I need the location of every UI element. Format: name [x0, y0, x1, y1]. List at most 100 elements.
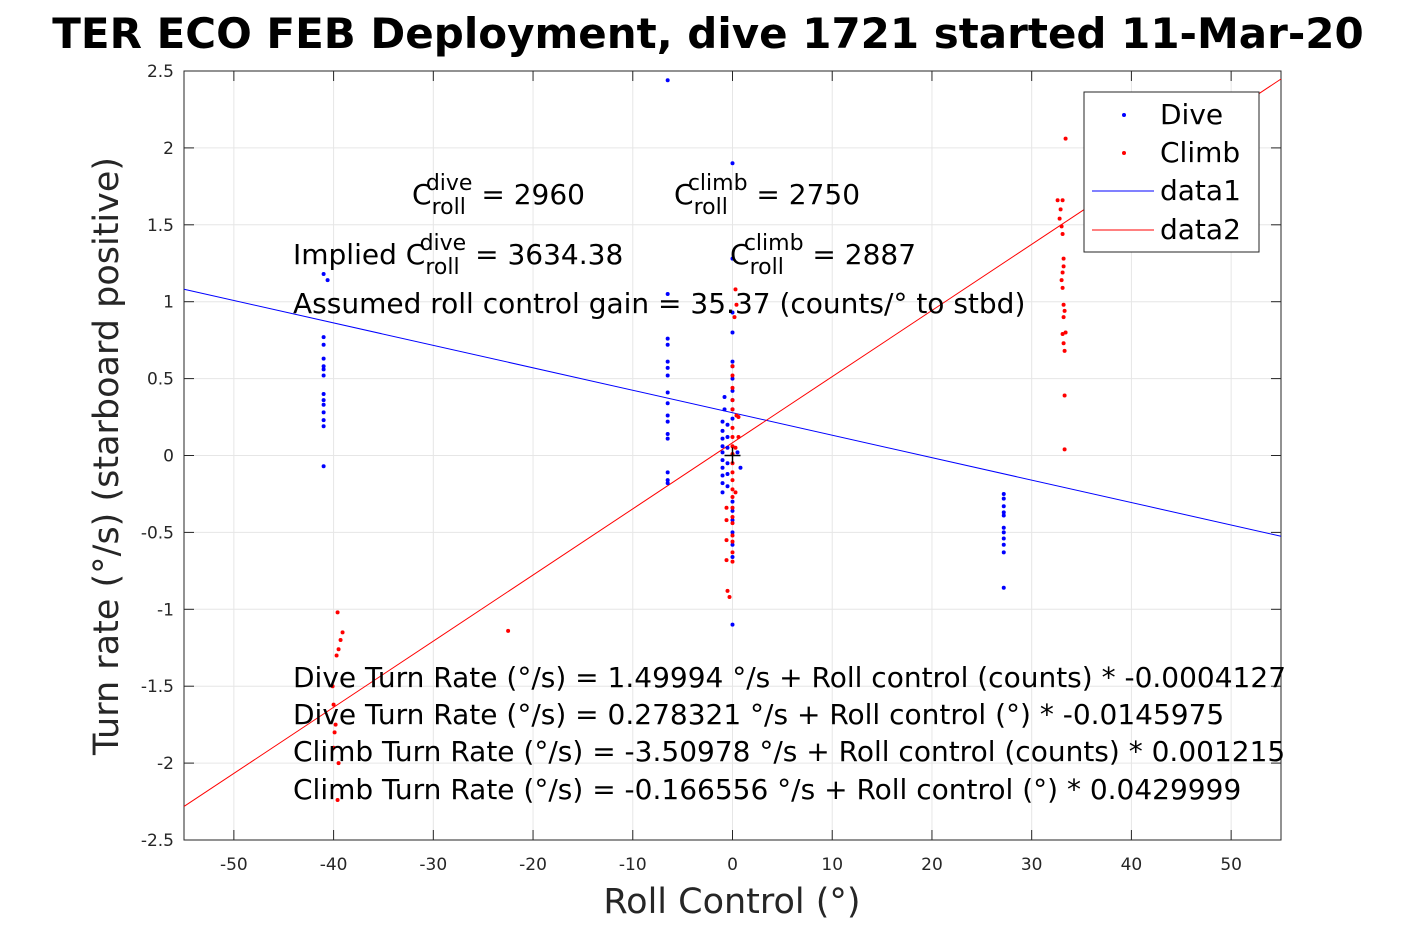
dive-point: [730, 416, 735, 421]
legend-climb-marker: [1122, 151, 1126, 155]
climb-point: [732, 315, 737, 320]
dive-point: [1001, 542, 1006, 547]
climb-point: [1060, 198, 1065, 203]
x-tick-label: 20: [921, 855, 943, 875]
dive-point: [321, 364, 326, 369]
y-tick-label: 0.5: [147, 370, 174, 390]
climb-point: [1061, 302, 1066, 307]
legend-dive-marker: [1122, 113, 1126, 117]
dive-point: [665, 78, 670, 83]
dive-point: [725, 445, 730, 450]
fit-equation-2: Dive Turn Rate (°/s) = 0.278321 °/s + Ro…: [293, 698, 1224, 731]
climb-point: [331, 702, 336, 707]
fit-equations: Dive Turn Rate (°/s) = 1.49994 °/s + Rol…: [293, 661, 1286, 806]
dive-point: [730, 376, 735, 381]
climb-point: [736, 435, 741, 440]
climb-point: [1061, 264, 1066, 269]
dive-point: [325, 278, 330, 283]
x-tick-label: 30: [1021, 855, 1043, 875]
dive-point: [1001, 550, 1006, 555]
roll-gain-annotation: Assumed roll control gain = 35.37 (count…: [293, 287, 1025, 320]
climb-point: [727, 594, 732, 599]
climb-point: [730, 539, 735, 544]
x-tick-label: -40: [320, 855, 348, 875]
climb-point: [736, 415, 741, 420]
fit-equation-4: Climb Turn Rate (°/s) = -0.166556 °/s + …: [293, 773, 1241, 806]
dive-point: [722, 395, 727, 400]
climb-point: [730, 435, 735, 440]
climb-point: [724, 518, 729, 523]
climb-point: [1063, 330, 1068, 335]
x-tick-label: -10: [619, 855, 647, 875]
dive-point: [730, 622, 735, 627]
legend-climb-label: Climb: [1160, 136, 1240, 169]
x-tick-label: 40: [1121, 855, 1143, 875]
series-data1-line: [183, 288, 1282, 537]
climb-point: [724, 505, 729, 510]
y-tick-label: -2: [157, 754, 174, 774]
dive-point: [665, 292, 670, 297]
dive-point: [321, 356, 326, 361]
x-tick-label: 10: [821, 855, 843, 875]
dive-point: [321, 367, 326, 372]
dive-point: [665, 481, 670, 486]
climb-point: [1055, 198, 1060, 203]
dive-point: [730, 330, 735, 335]
climb-point: [333, 722, 338, 727]
dive-point: [730, 499, 735, 504]
climb-point: [734, 302, 739, 307]
climb-point: [1059, 224, 1064, 229]
climb-point: [733, 490, 738, 495]
dive-point: [720, 419, 725, 424]
dive-point: [321, 335, 326, 340]
dive-point: [720, 473, 725, 478]
roll-coefficient-annotations: Crolldive = 2960 Crollclimb = 2750 Impli…: [293, 171, 1025, 320]
climb-point: [332, 730, 337, 735]
dive-point: [720, 428, 725, 433]
climb-point: [725, 588, 730, 593]
dive-point: [720, 444, 725, 449]
dive-point: [665, 336, 670, 341]
climb-point: [730, 373, 735, 378]
climb-point: [730, 425, 735, 430]
dive-point: [665, 401, 670, 406]
dive-point: [730, 388, 735, 393]
dive-point: [1001, 504, 1006, 509]
dive-point: [730, 359, 735, 364]
climb-point: [1061, 256, 1066, 261]
dive-point: [321, 342, 326, 347]
dive-point: [730, 508, 735, 513]
y-tick-label: -1.5: [141, 677, 174, 697]
dive-point: [321, 424, 326, 429]
y-tick-label: 0: [163, 447, 174, 467]
x-axis-label: Roll Control (°): [603, 882, 860, 922]
climb-point: [1060, 270, 1065, 275]
legend-data1-label: data1: [1160, 174, 1241, 207]
dive-point: [665, 478, 670, 483]
dive-point: [1001, 491, 1006, 496]
dive-point: [321, 373, 326, 378]
dive-point: [665, 342, 670, 347]
dive-point: [321, 272, 326, 277]
dive-point: [1001, 585, 1006, 590]
climb-point: [730, 444, 735, 449]
implied-c-roll-climb-annotation: Crollclimb = 2887: [730, 231, 916, 280]
legend-box: [1083, 91, 1260, 253]
dive-point: [725, 422, 730, 427]
climb-point: [1060, 232, 1065, 237]
series-climb-points: [330, 136, 1068, 803]
dive-point: [725, 471, 730, 476]
dive-point: [665, 390, 670, 395]
y-axis-ticks: -2.5 -2 -1.5 -1 -0.5 0 0.5 1 1.5 2 2.5: [141, 62, 1281, 851]
y-tick-label: -2.5: [141, 831, 174, 851]
x-tick-label: 50: [1220, 855, 1242, 875]
climb-point: [336, 761, 341, 766]
dive-point: [730, 542, 735, 547]
climb-point: [336, 647, 341, 652]
dive-point: [730, 518, 735, 523]
dive-point: [321, 418, 326, 423]
climb-point: [331, 745, 336, 750]
climb-point: [730, 364, 735, 369]
implied-c-roll-dive-annotation: Implied Crolldive = 3634.38: [293, 231, 623, 280]
dive-point: [665, 365, 670, 370]
